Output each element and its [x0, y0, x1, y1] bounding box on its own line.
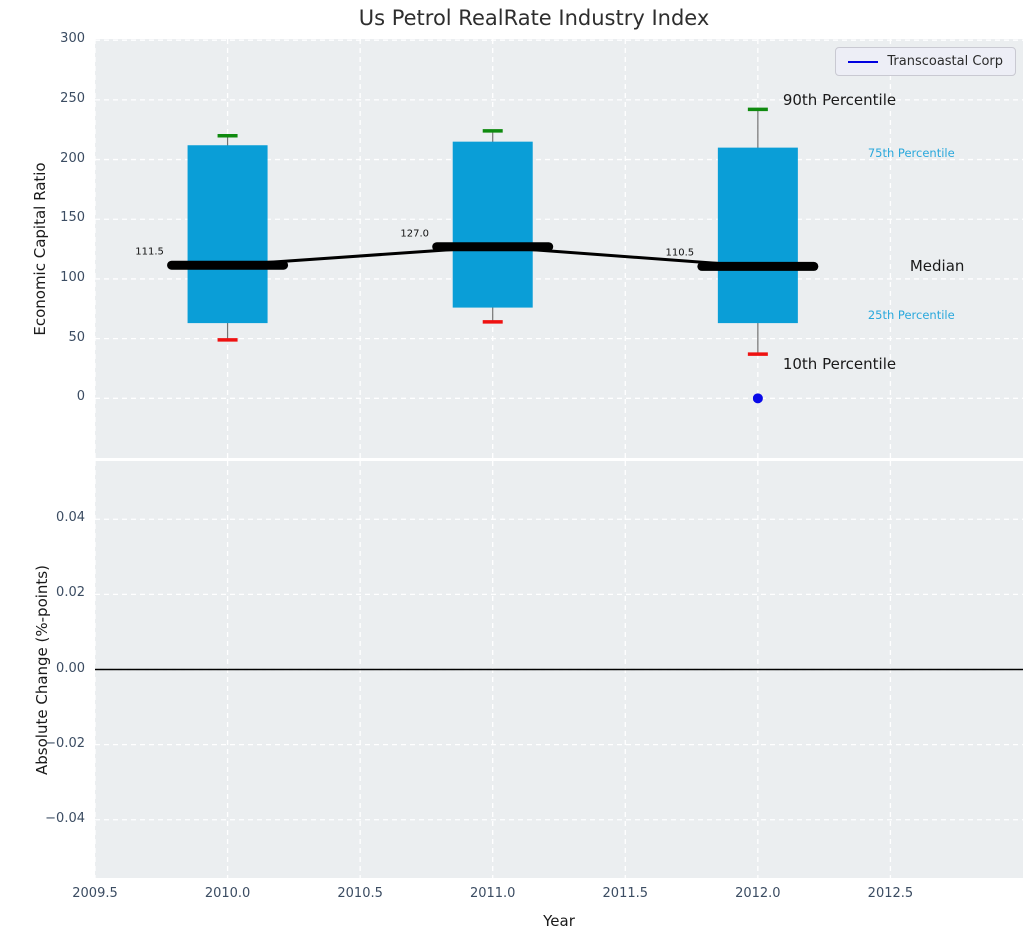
- median-value-label-2011: 127.0: [400, 228, 430, 240]
- ytick-label-bottom: 0.02: [56, 585, 85, 601]
- annotation-median: Median: [909, 257, 965, 276]
- xtick-label: 2012.5: [867, 886, 914, 901]
- ytick-label-top: 100: [60, 269, 85, 285]
- legend-label: Transcoastal Corp: [887, 54, 1003, 69]
- legend-line-icon: [848, 60, 879, 63]
- bottom-plot-canvas: [94, 461, 1023, 878]
- ytick-label-bottom: 0.04: [56, 510, 85, 526]
- xtick-label: 2010.0: [204, 886, 251, 901]
- xtick-label: 2012.0: [735, 886, 781, 901]
- iqr-box-2012: [717, 147, 798, 324]
- ytick-label-top: 150: [60, 210, 85, 226]
- annotation-75th-percentile: 75th Percentile: [867, 145, 955, 160]
- annotation-10th-percentile: 10th Percentile: [782, 355, 897, 374]
- annotation-25th-percentile: 25th Percentile: [867, 308, 955, 323]
- xtick-label: 2011.5: [602, 886, 649, 901]
- ytick-label-top: 0: [76, 389, 85, 405]
- iqr-box-2011: [452, 141, 533, 308]
- xtick-label: 2011.0: [469, 886, 516, 901]
- ytick-label-bottom: −0.02: [45, 735, 85, 751]
- annotation-90th-percentile: 90th Percentile: [782, 91, 897, 110]
- median-value-label-2012: 110.5: [665, 247, 695, 259]
- ytick-label-top: 300: [60, 31, 85, 47]
- xtick-label: 2009.5: [72, 886, 118, 901]
- ytick-label-top: 250: [60, 90, 85, 106]
- legend: Transcoastal Corp: [835, 47, 1016, 76]
- top-plot-canvas: [94, 39, 1023, 458]
- chart-title: Us Petrol RealRate Industry Index: [358, 6, 710, 30]
- top-axes: [94, 39, 1023, 458]
- company-point: [752, 393, 763, 404]
- ytick-label-bottom: −0.04: [45, 810, 85, 826]
- ytick-label-top: 50: [68, 329, 85, 345]
- xtick-label: 2010.5: [337, 886, 383, 901]
- x-axis-label: Year: [543, 912, 575, 930]
- median-value-label-2010: 111.5: [135, 246, 164, 258]
- ytick-label-top: 200: [60, 150, 85, 166]
- y-axis-label-top: Economic Capital Ratio: [31, 162, 49, 336]
- ytick-label-bottom: 0.00: [56, 660, 85, 676]
- bottom-axes: [94, 461, 1023, 878]
- iqr-box-2010: [187, 145, 268, 324]
